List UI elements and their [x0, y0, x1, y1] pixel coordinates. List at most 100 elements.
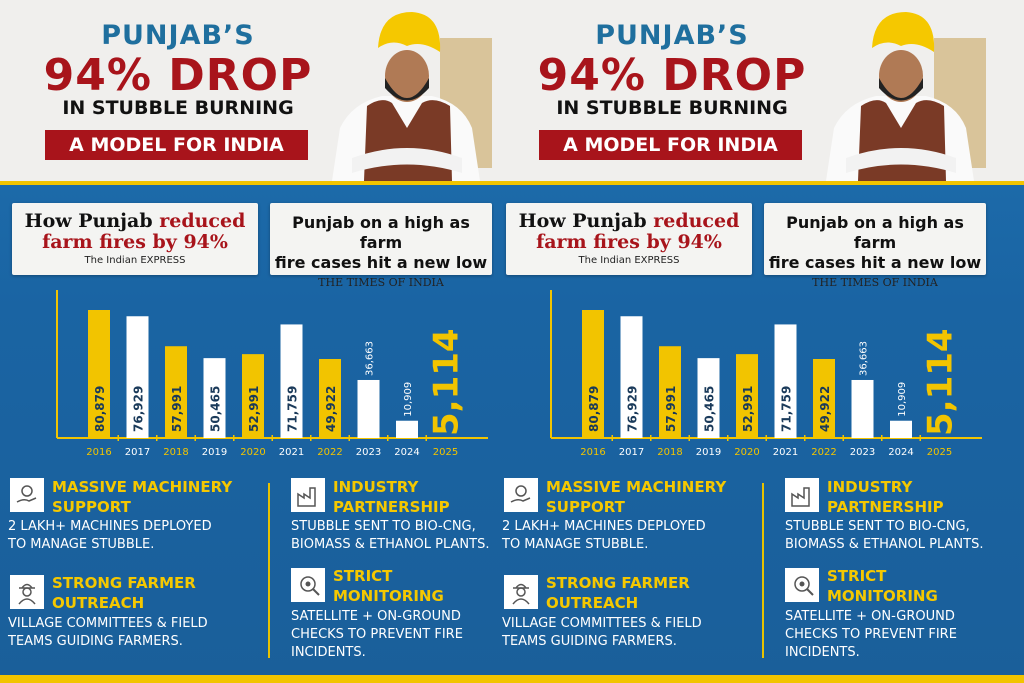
- factory-icon: [291, 478, 325, 512]
- banner-model: A MODEL FOR INDIA: [539, 130, 802, 160]
- bar-2022: [813, 358, 835, 438]
- x-tick-label: 2020: [240, 447, 265, 458]
- data-label-2025: 5,114: [427, 328, 467, 436]
- feature-desc: STUBBLE SENT TO BIO-CNG,: [291, 519, 476, 534]
- bar-2016: [88, 310, 110, 438]
- clip1-source: The Indian EXPRESS: [578, 255, 680, 266]
- data-label: 50,465: [209, 386, 223, 432]
- person-photo: [826, 12, 986, 181]
- feature-title: STRICT: [827, 567, 887, 585]
- bar-2022: [319, 358, 341, 438]
- header: PUNJAB’S 94% DROP IN STUBBLE BURNING A M…: [0, 0, 494, 181]
- feature-title: MONITORING: [333, 587, 444, 605]
- feature-title: STRICT: [333, 567, 393, 585]
- clip1-headline-red: reduced farm fires by 94%: [536, 210, 740, 253]
- bar-2020: [242, 354, 264, 438]
- x-tick-label: 2025: [927, 447, 952, 458]
- x-tick-label: 2024: [394, 447, 419, 458]
- title-drop: 94% DROP: [537, 50, 807, 101]
- clipping-indian-express: How Punjab reduced farm fires by 94% The…: [506, 203, 752, 275]
- monitoring-eye-icon: [785, 568, 819, 602]
- divider-line: [494, 181, 1024, 185]
- bar-2020: [736, 354, 758, 438]
- feature-title: STRONG FARMER: [546, 574, 690, 592]
- feature-title: MASSIVE MACHINERY: [546, 478, 727, 496]
- bottom-bar: [494, 675, 1024, 683]
- bar-2019: [203, 358, 226, 438]
- x-tick-label: 2023: [356, 447, 381, 458]
- factory-icon: [785, 478, 819, 512]
- feature-desc: BIOMASS & ETHANOL PLANTS.: [785, 537, 984, 552]
- infographic-panel: PUNJAB’S 94% DROP IN STUBBLE BURNING A M…: [0, 0, 494, 683]
- data-label: 36,663: [859, 341, 870, 376]
- bar-2024: [396, 420, 418, 438]
- bar-2019: [697, 358, 720, 438]
- bar-2018: [659, 346, 681, 438]
- x-tick-label: 2024: [888, 447, 913, 458]
- feature-desc: 2 LAKH+ MACHINES DEPLOYED: [502, 519, 706, 534]
- data-label: 71,759: [780, 386, 794, 432]
- data-label: 80,879: [587, 386, 601, 432]
- x-tick-label: 2022: [317, 447, 342, 458]
- data-label: 50,465: [703, 386, 717, 432]
- feature-title: PARTNERSHIP: [333, 498, 450, 516]
- x-tick-label: 2018: [657, 447, 682, 458]
- data-label: 49,922: [324, 386, 338, 432]
- feature-title: PARTNERSHIP: [827, 498, 944, 516]
- column-divider: [268, 483, 270, 658]
- data-label: 80,879: [93, 386, 107, 432]
- feature-desc: SATELLITE + ON-GROUND: [785, 609, 955, 624]
- data-label: 36,663: [365, 341, 376, 376]
- title-drop: 94% DROP: [43, 50, 313, 101]
- bar-2024: [890, 420, 912, 438]
- feature-title: MONITORING: [827, 587, 938, 605]
- clip2-headline-red: fire cases hit a new low: [274, 253, 488, 272]
- feature-desc: TO MANAGE STUBBLE.: [502, 537, 649, 552]
- feature-desc: TO MANAGE STUBBLE.: [8, 537, 155, 552]
- monitoring-eye-icon: [291, 568, 325, 602]
- x-tick-label: 2017: [125, 447, 150, 458]
- data-label: 52,991: [247, 386, 261, 432]
- feature-desc: BIOMASS & ETHANOL PLANTS.: [291, 537, 490, 552]
- feature-desc: 2 LAKH+ MACHINES DEPLOYED: [8, 519, 212, 534]
- x-tick-label: 2016: [86, 447, 111, 458]
- data-label: 57,991: [664, 386, 678, 432]
- header: PUNJAB’S 94% DROP IN STUBBLE BURNING A M…: [494, 0, 1024, 181]
- bottom-bar: [0, 675, 494, 683]
- feature-title: OUTREACH: [546, 594, 639, 612]
- bar-2021: [280, 324, 303, 438]
- data-label: 57,991: [170, 386, 184, 432]
- feature-desc: INCIDENTS.: [785, 645, 860, 660]
- clip2-source: THE TIMES OF INDIA: [812, 276, 938, 289]
- title-punjab: PUNJAB’S: [101, 20, 255, 51]
- clip2-headline-red: fire cases hit a new low: [768, 253, 982, 272]
- x-tick-label: 2025: [433, 447, 458, 458]
- x-tick-label: 2019: [202, 447, 227, 458]
- feature-desc: VILLAGE COMMITTEES & FIELD: [502, 616, 702, 631]
- right-copy: PUNJAB’S 94% DROP IN STUBBLE BURNING A M…: [494, 0, 1024, 683]
- bar-2017: [126, 316, 149, 438]
- feature-title: MASSIVE MACHINERY: [52, 478, 233, 496]
- x-tick-label: 2020: [734, 447, 759, 458]
- farmer-icon: [504, 575, 538, 609]
- title-punjab: PUNJAB’S: [595, 20, 749, 51]
- bar-2023: [851, 379, 874, 438]
- bar-chart: 2016 80,879 2017 76,929 2018 57,991 2019 50,465…: [550, 290, 982, 458]
- x-tick-label: 2023: [850, 447, 875, 458]
- hand-gears-icon: [10, 478, 44, 512]
- feature-title: OUTREACH: [52, 594, 145, 612]
- feature-title: INDUSTRY: [827, 478, 913, 496]
- divider-line: [0, 181, 494, 185]
- left-copy: PUNJAB’S 94% DROP IN STUBBLE BURNING A M…: [0, 0, 494, 683]
- x-tick-label: 2019: [696, 447, 721, 458]
- person-photo: [332, 12, 492, 181]
- feature-desc: VILLAGE COMMITTEES & FIELD: [8, 616, 208, 631]
- data-label: 76,929: [132, 386, 146, 432]
- infographic-panel: PUNJAB’S 94% DROP IN STUBBLE BURNING A M…: [494, 0, 1024, 683]
- feature-desc: INCIDENTS.: [291, 645, 366, 660]
- data-label: 52,991: [741, 386, 755, 432]
- feature-desc: SATELLITE + ON-GROUND: [291, 609, 461, 624]
- data-label: 10,909: [403, 382, 414, 417]
- hand-gears-icon: [504, 478, 538, 512]
- clip1-headline-black: How Punjab: [24, 210, 160, 232]
